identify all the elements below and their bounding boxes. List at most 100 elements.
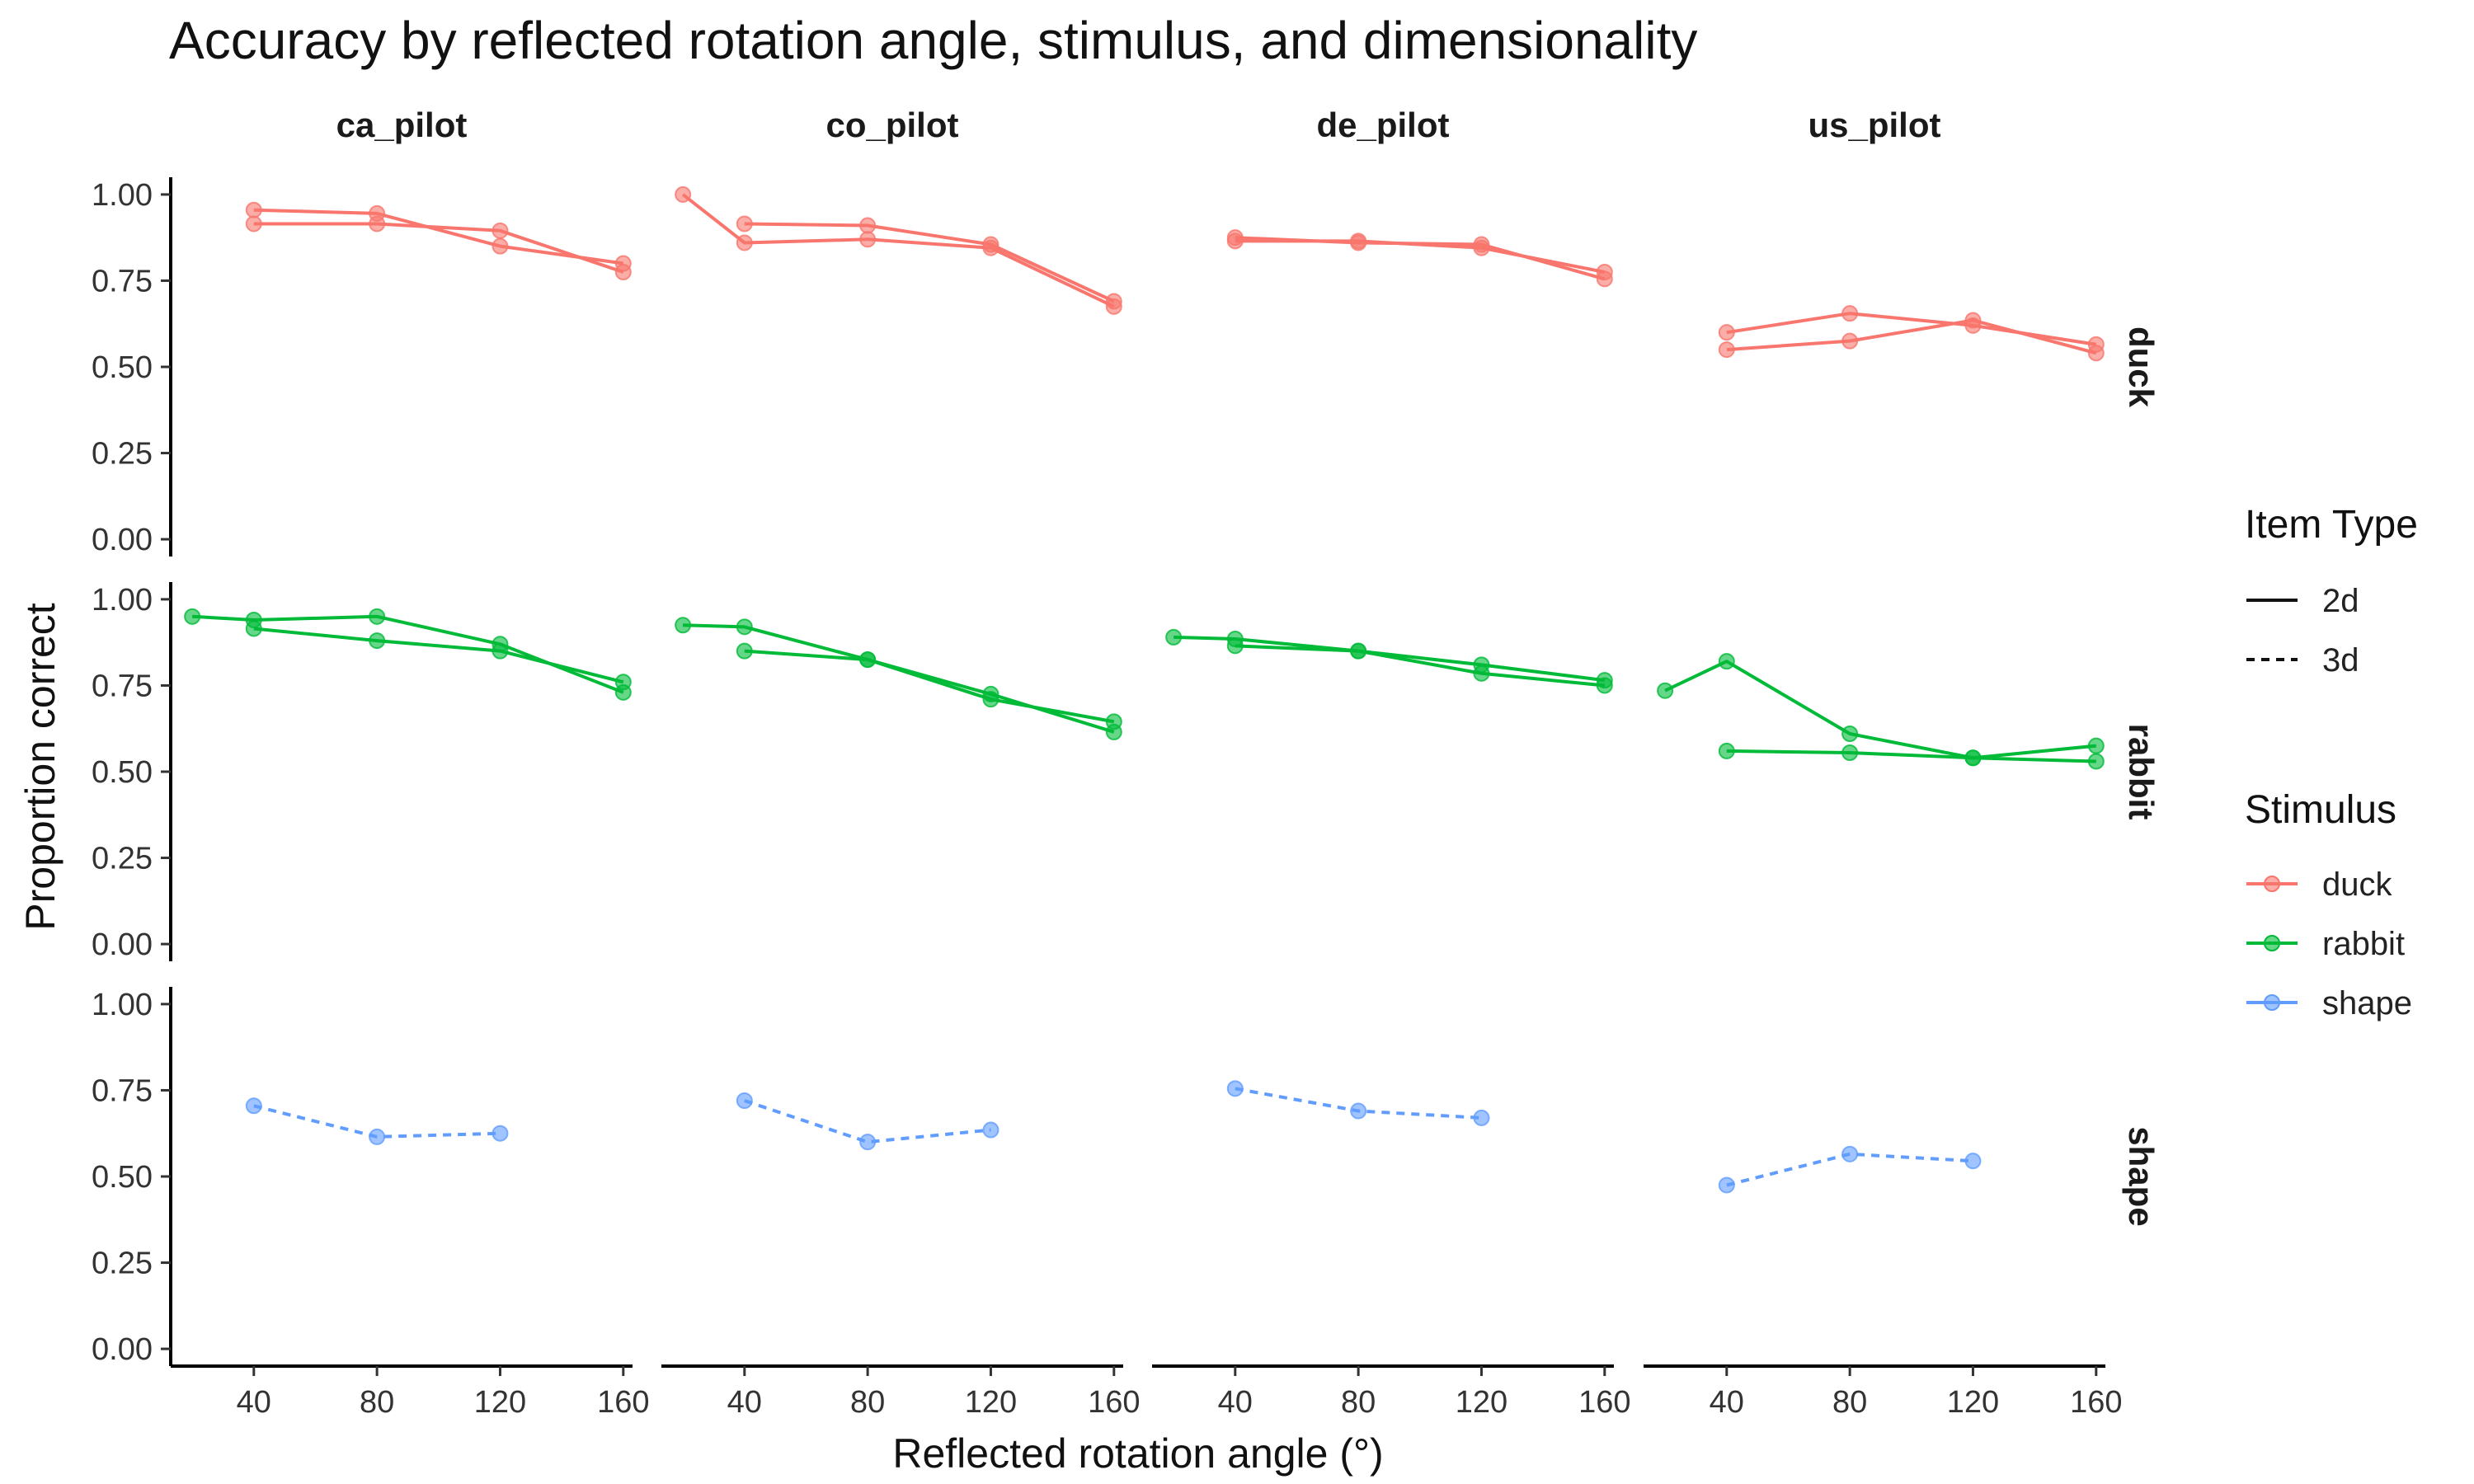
data-point-co_pilot-duck-2-2 — [859, 231, 877, 248]
data-point-us_pilot-rabbit-14-4 — [2087, 737, 2105, 754]
x-tick-label-de_pilot-1: 80 — [1341, 1385, 1376, 1420]
data-point-ca_pilot-rabbit-9-1 — [369, 632, 386, 650]
y-tick-label-shape-2: 0.50 — [92, 1160, 153, 1195]
facet-strip-label-us_pilot: us_pilot — [1808, 106, 1940, 144]
data-point-de_pilot-shape-18-2 — [1473, 1109, 1490, 1126]
x-tick-label-us_pilot-0: 40 — [1710, 1385, 1744, 1420]
data-point-co_pilot-shape-17-1 — [859, 1134, 877, 1151]
data-point-de_pilot-rabbit-13-1 — [1350, 642, 1367, 660]
data-point-co_pilot-rabbit-11-0 — [736, 642, 753, 660]
series-line-co_pilot-rabbit-10 — [683, 623, 1115, 724]
data-point-co_pilot-rabbit-11-2 — [982, 685, 999, 702]
data-point-de_pilot-rabbit-12-0 — [1165, 628, 1183, 646]
data-point-ca_pilot-shape-16-1 — [369, 1128, 386, 1145]
x-tick-label-us_pilot-1: 80 — [1832, 1385, 1867, 1420]
legend-label-duck: duck — [2322, 866, 2392, 903]
y-tick-label-rabbit-2: 0.50 — [92, 755, 153, 790]
series-line-co_pilot-shape-17 — [744, 1099, 991, 1144]
data-point-de_pilot-rabbit-13-0 — [1226, 637, 1244, 655]
y-tick-label-rabbit-4: 1.00 — [92, 583, 153, 618]
data-point-ca_pilot-shape-16-2 — [492, 1125, 509, 1142]
data-point-ca_pilot-rabbit-9-3 — [614, 674, 632, 691]
legend-key-point-duck — [2264, 876, 2280, 892]
data-point-us_pilot-shape-19-1 — [1841, 1145, 1859, 1162]
x-tick-label-ca_pilot-3: 160 — [597, 1385, 649, 1420]
data-point-us_pilot-rabbit-15-0 — [1718, 742, 1735, 759]
legend-label-rabbit: rabbit — [2322, 926, 2405, 962]
data-point-co_pilot-duck-2-1 — [736, 234, 753, 251]
data-point-ca_pilot-rabbit-9-0 — [245, 620, 262, 637]
y-tick-label-shape-0: 0.00 — [92, 1332, 153, 1367]
data-point-de_pilot-shape-18-1 — [1350, 1102, 1367, 1120]
data-point-us_pilot-rabbit-14-0 — [1657, 682, 1674, 699]
facet-strip-label-ca_pilot: ca_pilot — [336, 106, 468, 144]
series-line-co_pilot-duck-2 — [681, 193, 1115, 308]
y-tick-label-duck-1: 0.25 — [92, 437, 153, 472]
data-point-us_pilot-duck-7-0 — [1718, 341, 1735, 359]
data-point-co_pilot-rabbit-11-1 — [859, 651, 877, 669]
facet-strip-label-co_pilot: co_pilot — [825, 106, 958, 144]
x-tick-label-co_pilot-2: 120 — [965, 1385, 1017, 1420]
series-line-co_pilot-rabbit-11 — [744, 649, 1115, 734]
data-point-us_pilot-rabbit-15-3 — [2087, 753, 2105, 770]
data-point-de_pilot-rabbit-13-2 — [1473, 656, 1490, 674]
data-point-co_pilot-duck-3-1 — [859, 217, 877, 234]
series-line-us_pilot-rabbit-15 — [1726, 749, 2096, 763]
data-point-ca_pilot-duck-0-2 — [492, 237, 509, 255]
data-point-us_pilot-duck-6-1 — [1841, 305, 1859, 322]
data-point-ca_pilot-duck-0-0 — [245, 201, 262, 218]
facet-strip-label-shape: shape — [2122, 1126, 2161, 1226]
data-point-us_pilot-rabbit-15-2 — [1964, 749, 1982, 767]
legend-key-point-shape — [2264, 994, 2280, 1011]
x-tick-label-co_pilot-0: 40 — [727, 1385, 762, 1420]
y-tick-label-duck-4: 1.00 — [92, 178, 153, 213]
data-point-us_pilot-duck-6-0 — [1718, 324, 1735, 341]
legend-label-shape: shape — [2322, 985, 2412, 1021]
y-tick-label-rabbit-1: 0.25 — [92, 842, 153, 876]
y-tick-label-rabbit-3: 0.75 — [92, 669, 153, 703]
facet-strip-label-duck: duck — [2122, 326, 2161, 408]
data-point-de_pilot-duck-5-0 — [1226, 232, 1244, 250]
x-tick-label-us_pilot-2: 120 — [1947, 1385, 1999, 1420]
data-point-ca_pilot-shape-16-0 — [245, 1097, 262, 1115]
data-point-co_pilot-duck-3-0 — [736, 215, 753, 232]
data-point-us_pilot-duck-7-3 — [2087, 345, 2105, 362]
data-point-co_pilot-rabbit-11-3 — [1105, 723, 1122, 740]
y-tick-label-shape-1: 0.25 — [92, 1247, 153, 1281]
data-point-us_pilot-rabbit-14-1 — [1718, 653, 1735, 670]
x-tick-label-de_pilot-0: 40 — [1218, 1385, 1253, 1420]
data-point-de_pilot-duck-5-2 — [1473, 239, 1490, 256]
legend-label-2d: 2d — [2322, 583, 2359, 619]
series-line-co_pilot-duck-3 — [744, 222, 1115, 303]
data-point-ca_pilot-duck-1-3 — [614, 264, 632, 280]
data-point-de_pilot-shape-18-0 — [1226, 1080, 1244, 1097]
data-point-us_pilot-duck-7-2 — [1964, 312, 1982, 329]
data-point-co_pilot-rabbit-10-1 — [736, 618, 753, 636]
data-point-co_pilot-duck-3-3 — [1105, 293, 1122, 310]
y-tick-label-shape-4: 1.00 — [92, 988, 153, 1022]
x-tick-label-de_pilot-2: 120 — [1456, 1385, 1507, 1420]
legend-title-stimulus: Stimulus — [2245, 788, 2396, 832]
data-point-us_pilot-shape-19-2 — [1964, 1153, 1982, 1170]
data-point-de_pilot-rabbit-13-3 — [1596, 672, 1613, 689]
y-tick-label-duck-2: 0.50 — [92, 350, 153, 385]
x-tick-label-de_pilot-3: 160 — [1578, 1385, 1630, 1420]
data-point-co_pilot-rabbit-10-0 — [675, 617, 692, 634]
data-point-ca_pilot-rabbit-8-0 — [184, 608, 201, 625]
data-point-us_pilot-duck-7-1 — [1841, 332, 1859, 350]
data-point-co_pilot-duck-2-0 — [675, 186, 692, 203]
data-point-us_pilot-rabbit-14-2 — [1841, 726, 1859, 742]
facet-strip-label-rabbit: rabbit — [2122, 724, 2161, 820]
x-tick-label-ca_pilot-0: 40 — [237, 1385, 271, 1420]
data-point-ca_pilot-duck-1-1 — [369, 215, 386, 232]
facet-strip-label-de_pilot: de_pilot — [1316, 106, 1449, 144]
series-line-de_pilot-duck-5 — [1235, 239, 1606, 274]
series-line-de_pilot-rabbit-13 — [1235, 644, 1606, 683]
x-tick-label-ca_pilot-1: 80 — [360, 1385, 394, 1420]
legend-title-item-type: Item Type — [2245, 503, 2418, 547]
data-point-us_pilot-rabbit-15-1 — [1841, 744, 1859, 761]
data-point-de_pilot-duck-5-3 — [1596, 264, 1613, 280]
series-line-us_pilot-duck-7 — [1726, 318, 2097, 355]
x-tick-label-us_pilot-3: 160 — [2070, 1385, 2122, 1420]
